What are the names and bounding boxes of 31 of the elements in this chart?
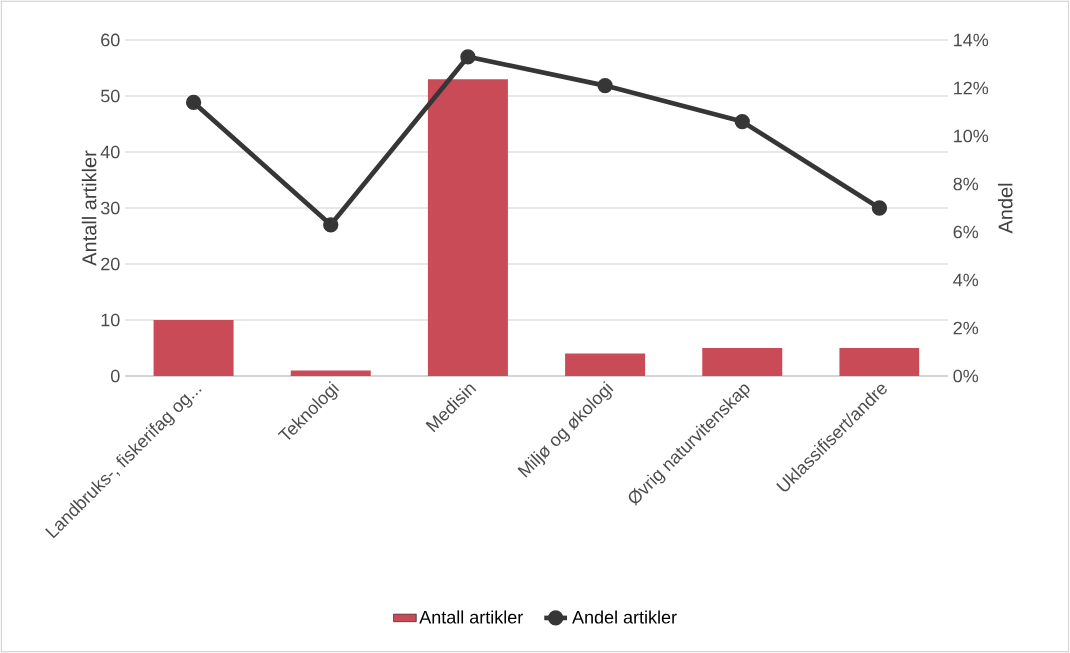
- y2-tick-label: 4%: [953, 273, 979, 287]
- y-tick-label: 40: [100, 145, 120, 159]
- bar: [153, 320, 234, 376]
- y-axis-title: Antall artikler: [81, 150, 97, 266]
- y2-tick-label: 0%: [953, 369, 979, 383]
- point: [734, 113, 750, 130]
- y2-tick-label: 12%: [954, 81, 989, 95]
- bar: [565, 353, 646, 376]
- bar: [290, 370, 371, 376]
- y-tick-label: 20: [101, 257, 120, 271]
- y-tick-label: 10: [101, 313, 120, 327]
- y2-tick-label: 2%: [953, 321, 979, 335]
- point: [185, 94, 202, 111]
- point: [323, 217, 339, 233]
- legend-label: Antall artikler: [419, 610, 523, 624]
- y2-tick-label: 14%: [954, 33, 989, 47]
- point: [597, 77, 613, 94]
- y-tick-label: 0: [110, 369, 120, 383]
- point: [871, 200, 888, 216]
- y-tick-label: 30: [100, 201, 120, 215]
- bar: [427, 79, 508, 376]
- y-tick-label: 60: [101, 33, 120, 47]
- y2-tick-label: 6%: [953, 225, 979, 239]
- y-tick-label: 50: [100, 89, 120, 103]
- legend-label: Andel artikler: [572, 610, 677, 624]
- bar: [702, 348, 783, 376]
- y2-tick-label: 8%: [953, 177, 979, 191]
- y2-axis-title: Andel: [997, 183, 1013, 234]
- point: [460, 49, 476, 65]
- y2-tick-label: 10%: [954, 129, 989, 143]
- bar: [839, 348, 920, 376]
